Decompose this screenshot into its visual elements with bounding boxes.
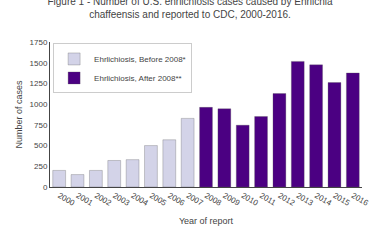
svg-text:1750: 1750: [30, 38, 48, 47]
svg-text:2010: 2010: [240, 191, 260, 208]
svg-text:Year of report: Year of report: [179, 216, 234, 226]
svg-text:250: 250: [34, 162, 48, 171]
svg-text:2009: 2009: [221, 191, 241, 208]
svg-text:2004: 2004: [130, 191, 150, 208]
svg-text:2003: 2003: [111, 191, 131, 208]
svg-text:2006: 2006: [166, 191, 186, 208]
svg-text:2005: 2005: [148, 191, 168, 208]
svg-text:Ehrlichiosis, After 2008**: Ehrlichiosis, After 2008**: [94, 74, 182, 83]
svg-text:2000: 2000: [56, 191, 76, 208]
svg-text:2013: 2013: [295, 191, 315, 208]
svg-text:2007: 2007: [185, 191, 205, 208]
svg-text:2012: 2012: [276, 191, 296, 208]
svg-text:0: 0: [43, 183, 48, 192]
svg-text:1250: 1250: [30, 79, 48, 88]
svg-text:2001: 2001: [75, 191, 95, 208]
svg-text:500: 500: [34, 141, 48, 150]
svg-text:Number of cases: Number of cases: [14, 80, 24, 149]
svg-text:Ehrlichiosis, Before 2008*: Ehrlichiosis, Before 2008*: [94, 55, 186, 64]
svg-text:2015: 2015: [331, 191, 351, 208]
svg-text:2016: 2016: [350, 191, 370, 208]
svg-text:2008: 2008: [203, 191, 223, 208]
svg-text:2002: 2002: [93, 191, 113, 208]
svg-text:750: 750: [34, 121, 48, 130]
svg-text:2011: 2011: [258, 191, 278, 208]
svg-text:Figure 1 - Number of U.S. ehrl: Figure 1 - Number of U.S. ehrlichiosis c…: [47, 0, 333, 20]
svg-text:1000: 1000: [30, 100, 48, 109]
svg-text:2014: 2014: [313, 191, 333, 208]
svg-text:1500: 1500: [30, 59, 48, 68]
